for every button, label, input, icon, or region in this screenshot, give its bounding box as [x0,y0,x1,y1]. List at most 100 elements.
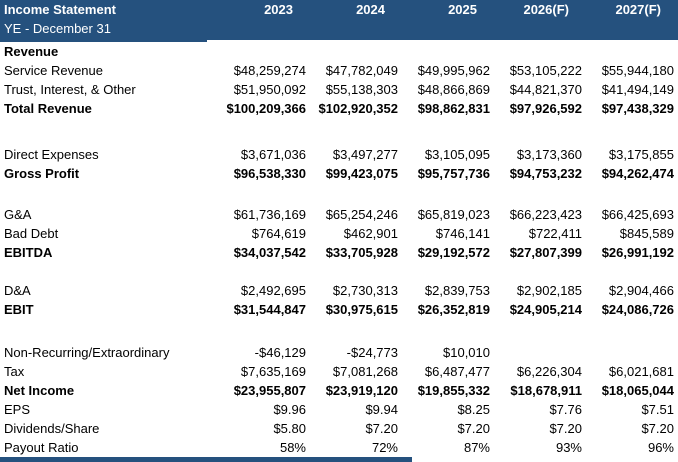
row-label: Total Revenue [4,101,92,116]
spacer-row [0,319,678,343]
cell-value: $24,905,214 [509,302,582,317]
cell-value: $3,497,277 [332,147,398,162]
cell-value [310,42,402,61]
cell-value: $764,619 [251,226,306,241]
cell-value: -$24,773 [346,345,398,360]
cell-value: $61,736,169 [233,207,306,222]
cell-value: $6,226,304 [516,364,582,379]
table-row: EBIT $31,544,847 $30,975,615 $26,352,819 $24… [0,300,678,319]
cell-value: $19,855,332 [417,383,490,398]
row-label: Bad Debt [4,226,59,241]
table-row: Gross Profit $96,538,330 $99,423,075 $95,75… [0,164,678,183]
cell-value: $7.20 [365,421,398,436]
table-row: Total Revenue $100,209,366 $102,920,352 $98… [0,99,678,118]
cell-value: 93% [555,440,582,455]
cell-value: $746,141 [435,226,490,241]
cell-value: $6,021,681 [608,364,674,379]
cell-value: $48,259,274 [233,63,306,78]
row-label: Gross Profit [4,166,80,181]
header-row-years: Income Statement 2023 2024 2025 2026(F) … [0,0,678,20]
cell-value: $49,995,962 [417,63,490,78]
cell-value [494,42,586,61]
row-label: Trust, Interest, & Other [4,82,136,97]
cell-value: $66,425,693 [601,207,674,222]
cell-value: $5.80 [273,421,306,436]
cell-value: $2,839,753 [424,283,490,298]
cell-value: $8.25 [457,402,490,417]
cell-value [586,42,678,61]
table-row: Revenue [0,42,678,61]
table-row: Service Revenue $48,259,274 $47,782,049 $49… [0,61,678,80]
cell-value: $29,192,572 [417,245,490,260]
row-label: Revenue [4,44,59,59]
cell-value: $462,901 [343,226,398,241]
table-row: Trust, Interest, & Other $51,950,092 $55,1… [0,80,678,99]
cell-value: $2,730,313 [332,283,398,298]
cell-value: $3,105,095 [424,147,490,162]
cell-value: $3,175,855 [608,147,674,162]
cell-value: 87% [463,440,490,455]
statement-title: Income Statement [4,2,116,17]
cell-value: $26,352,819 [417,302,490,317]
spacer-row [0,118,678,145]
cell-value [402,42,494,61]
cell-value: $7.20 [457,421,490,436]
table-row: Dividends/Share $5.80 $7.20 $7.20 $7.20 $7.20 [0,419,678,438]
cell-value: $18,678,911 [510,383,582,398]
column-header-year-2: 2024 [356,2,385,17]
cell-value: $55,138,303 [325,82,398,97]
cell-value: $65,254,246 [325,207,398,222]
cell-value: $97,926,592 [509,101,582,116]
cell-value: $3,671,036 [240,147,306,162]
cell-value: $26,991,192 [601,245,674,260]
table-row: Tax $7,635,169 $7,081,268 $6,487,477 $6,226,… [0,362,678,381]
cell-value: -$46,129 [254,345,306,360]
table-row: Net Income $23,955,807 $23,919,120 $19,855,… [0,381,678,400]
cell-value [586,343,678,362]
cell-value: $7,635,169 [240,364,306,379]
table-row: EBITDA $34,037,542 $33,705,928 $29,192,572 $… [0,243,678,262]
cell-value: $53,105,222 [509,63,582,78]
row-label: Dividends/Share [4,421,100,436]
table-row: D&A $2,492,695 $2,730,313 $2,839,753 $2,902,… [0,281,678,300]
row-label: EBITDA [4,245,53,260]
cell-value: $95,757,736 [417,166,490,181]
spacer-cell [0,262,678,281]
table-row: Payout Ratio 58% 72% 87% 93% 96% [0,438,678,457]
cell-value: $9.94 [365,402,398,417]
column-header-year-5: 2027(F) [615,2,661,17]
cell-value: $23,919,120 [325,383,398,398]
header-bottom-step [0,40,207,42]
cell-value: $24,086,726 [601,302,674,317]
table-row: Non-Recurring/Extraordinary -$46,129 -$24,… [0,343,678,362]
cell-value: $31,544,847 [233,302,306,317]
header-row-subtitle: YE - December 31 [0,20,678,40]
cell-value: $97,438,329 [601,101,674,116]
cell-value: $100,209,366 [226,101,306,116]
row-label: Direct Expenses [4,147,99,162]
cell-value [218,42,310,61]
spacer-cell [0,319,678,343]
column-header-year-1: 2023 [264,2,293,17]
row-label: Non-Recurring/Extraordinary [4,345,170,360]
table-row: G&A $61,736,169 $65,254,246 $65,819,023 $66,… [0,205,678,224]
cell-value: $34,037,542 [233,245,306,260]
cell-value: $7.20 [641,421,674,436]
cell-value: $30,975,615 [325,302,398,317]
cell-value: $23,955,807 [233,383,306,398]
spacer-cell [0,118,678,145]
cell-value: $6,487,477 [424,364,490,379]
row-label: Tax [4,364,25,379]
cell-value: $845,589 [619,226,674,241]
cell-value: $51,950,092 [233,82,306,97]
table-row: Bad Debt $764,619 $462,901 $746,141 $722,411… [0,224,678,243]
cell-value: $96,538,330 [233,166,306,181]
cell-value: $2,904,466 [608,283,674,298]
statement-header: Income Statement 2023 2024 2025 2026(F) … [0,0,678,40]
table-row: EPS $9.96 $9.94 $8.25 $7.76 $7.51 [0,400,678,419]
cell-value: $55,944,180 [601,63,674,78]
cell-value: $2,902,185 [516,283,582,298]
cell-value: $44,821,370 [509,82,582,97]
table-row: Direct Expenses $3,671,036 $3,497,277 $3,10… [0,145,678,164]
